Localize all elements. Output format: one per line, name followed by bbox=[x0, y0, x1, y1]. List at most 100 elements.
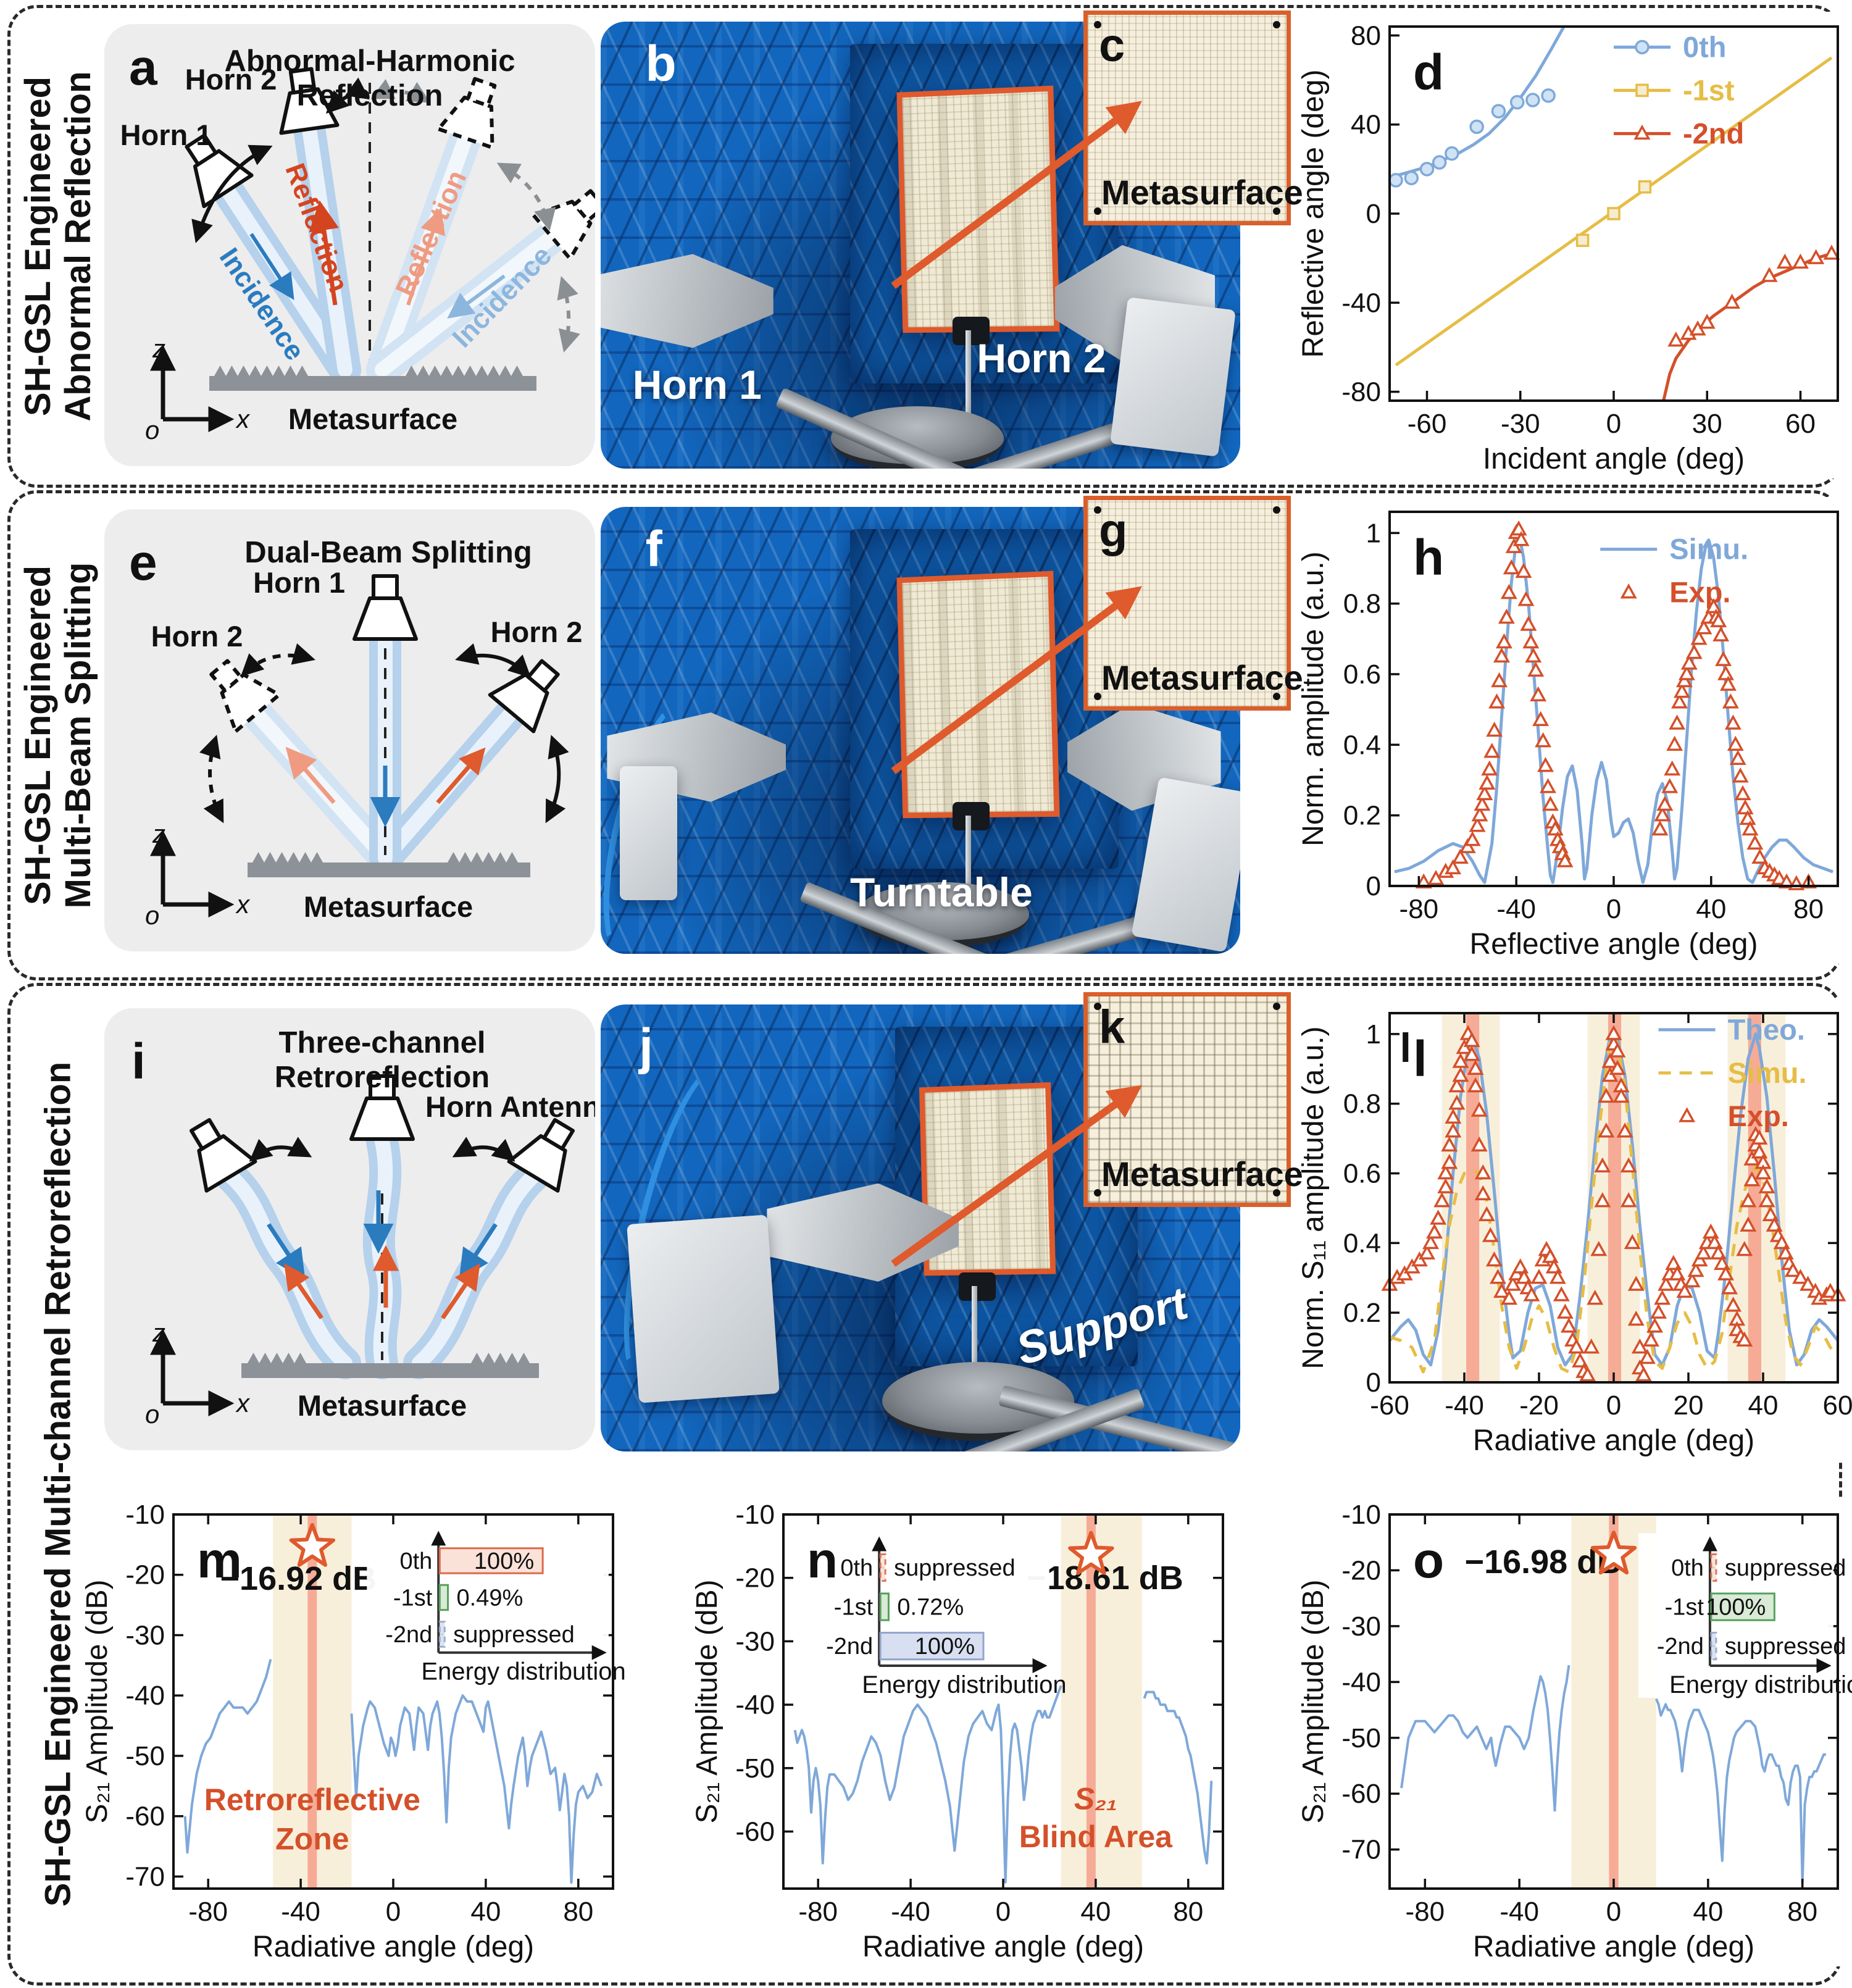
data-point-triangle-icon bbox=[1491, 672, 1508, 688]
data-point-triangle-icon bbox=[1620, 1192, 1637, 1208]
rotate-arrow-icon bbox=[249, 1137, 312, 1162]
data-point-triangle-icon bbox=[1594, 1157, 1611, 1172]
y-axis-label: Reflective angle (deg) bbox=[1297, 70, 1330, 358]
chart-canvas: -80 -40 0 40 80 0 0.2 0.4 0.6 0.8 1 Reflective angl… bbox=[1297, 511, 1839, 961]
data-point-triangle-icon bbox=[1612, 1087, 1630, 1103]
data-point-triangle-icon bbox=[1717, 665, 1734, 680]
data-point-triangle-icon bbox=[1469, 817, 1486, 832]
horn1-photo-icon bbox=[601, 254, 774, 348]
data-point-triangle-icon bbox=[1746, 834, 1764, 850]
panel-i-title: Retroreflection bbox=[275, 1061, 490, 1094]
row1-sidebar-title: SH-GSL Engineered Abnormal Reflection bbox=[18, 71, 99, 421]
data-point-triangle-icon bbox=[1430, 1209, 1447, 1225]
data-point-triangle-icon bbox=[1495, 633, 1512, 649]
axis-x-label: x bbox=[235, 404, 251, 433]
svg-text:40: 40 bbox=[1351, 110, 1381, 140]
ghost-incidence-arrow-icon bbox=[447, 274, 506, 319]
data-point-triangle-icon bbox=[1482, 1227, 1499, 1242]
corner-dot-icon bbox=[1273, 693, 1280, 700]
horn2-left-ghost-icon bbox=[209, 659, 282, 733]
svg-text:0.2: 0.2 bbox=[1343, 801, 1381, 831]
chart-canvas: -60 -40 -20 0 20 40 60 0 0.2 0.4 0.6 0.8 1 Radiative … bbox=[1297, 1012, 1852, 1457]
corner-dot-icon bbox=[1094, 21, 1101, 28]
svg-text:0: 0 bbox=[1366, 871, 1381, 901]
data-point-triangle-icon bbox=[1784, 1261, 1801, 1277]
svg-text:-60: -60 bbox=[1408, 409, 1447, 439]
data-point-triangle-icon bbox=[1680, 654, 1698, 670]
data-point-triangle-icon bbox=[1532, 711, 1550, 727]
data-point-triangle-icon bbox=[1643, 1331, 1659, 1347]
data-point-triangle-icon bbox=[1773, 1234, 1790, 1250]
svg-text:-50: -50 bbox=[1341, 1723, 1381, 1753]
data-point-triangle-icon bbox=[1579, 1366, 1596, 1382]
data-point-triangle-icon bbox=[1729, 750, 1746, 765]
data-point-triangle-icon bbox=[1520, 616, 1537, 631]
horn1-label: Horn 1 bbox=[253, 566, 345, 599]
panel-g-inset: g Metasurface bbox=[1083, 496, 1303, 711]
svg-text:-30: -30 bbox=[735, 1626, 775, 1656]
data-point-triangle-icon bbox=[1792, 253, 1809, 269]
data-point-triangle-icon bbox=[1624, 1234, 1641, 1250]
data-point-triangle-icon bbox=[1685, 644, 1703, 659]
panel-g-caption: Metasurface bbox=[1101, 658, 1303, 697]
data-point-triangle-icon bbox=[1540, 778, 1556, 793]
horn-mount-plate bbox=[620, 766, 678, 901]
data-point-triangle-icon bbox=[1683, 1272, 1701, 1288]
data-point-triangle-icon bbox=[1474, 795, 1491, 811]
data-point-triangle-icon bbox=[1433, 1192, 1451, 1208]
ghost-rotate-arrow-icon bbox=[370, 79, 431, 103]
horn2-icon bbox=[279, 67, 340, 135]
data-point-triangle-icon bbox=[1710, 612, 1727, 627]
corner-dot-icon bbox=[1273, 1003, 1280, 1010]
data-point-triangle-icon bbox=[1441, 1153, 1458, 1169]
panel-c-caption: Metasurface bbox=[1101, 173, 1303, 212]
data-point-circle-icon bbox=[1491, 104, 1506, 119]
scale-bar bbox=[1403, 1032, 1409, 1062]
data-point-triangle-icon bbox=[1717, 1265, 1734, 1280]
data-point-triangle-icon bbox=[1504, 1276, 1522, 1291]
metasurface-label: Metasurface bbox=[304, 890, 473, 923]
data-point-triangle-icon bbox=[1486, 721, 1503, 737]
energy-bar bbox=[438, 1547, 544, 1574]
data-point-triangle-icon bbox=[1510, 520, 1527, 536]
data-point-triangle-icon bbox=[1761, 267, 1778, 282]
ghost-rotate-arrow-icon bbox=[199, 735, 224, 824]
panel-k-inset: k Metasurface bbox=[1083, 992, 1303, 1207]
svg-text:30: 30 bbox=[1692, 409, 1722, 439]
rotate-arrow-icon bbox=[452, 1137, 515, 1162]
horn-antenna-label: Horn Antenna bbox=[425, 1090, 595, 1123]
data-point-triangle-icon bbox=[1678, 665, 1695, 680]
panel-j-label: j bbox=[639, 1018, 653, 1075]
horn-mount-plate bbox=[1110, 297, 1237, 457]
data-point-triangle-icon bbox=[1503, 559, 1520, 575]
inset-row-label: -2nd bbox=[826, 1634, 873, 1660]
data-point-triangle-icon bbox=[1722, 693, 1739, 709]
sample-mount bbox=[959, 1272, 996, 1301]
axis-o-label: o bbox=[145, 416, 159, 445]
row2-sidebar-title: SH-GSL Engineered Multi-Beam Splitting bbox=[18, 562, 99, 909]
data-point-triangle-icon bbox=[1498, 608, 1515, 624]
reflection-arrow-icon bbox=[309, 200, 340, 306]
panel-k-label: k bbox=[1099, 1001, 1125, 1053]
data-point-triangle-icon bbox=[1800, 1276, 1817, 1291]
data-point-triangle-icon bbox=[1665, 1255, 1682, 1270]
horn1-icon bbox=[352, 574, 418, 641]
data-point-triangle-icon bbox=[1527, 661, 1545, 677]
energy-bar bbox=[438, 1584, 449, 1611]
metasurface-bar bbox=[209, 376, 536, 391]
data-point-triangle-icon bbox=[1633, 124, 1651, 140]
highlight-stripe bbox=[1086, 1514, 1096, 1889]
svg-text:-40: -40 bbox=[1500, 1897, 1539, 1927]
data-point-triangle-icon bbox=[1736, 1241, 1753, 1256]
sidebar-line: SH-GSL Engineered Multi-channel Retroref… bbox=[38, 1061, 78, 1907]
corner-dot-icon bbox=[1094, 693, 1101, 700]
horn-antenna-icon bbox=[349, 1074, 415, 1141]
data-point-triangle-icon bbox=[1451, 848, 1469, 864]
data-point-triangle-icon bbox=[1474, 1185, 1491, 1201]
panel-e-title: Dual-Beam Splitting bbox=[244, 536, 532, 569]
horn1-photo-label: Horn 1 bbox=[632, 362, 762, 408]
chart-canvas: -80 -40 0 40 80 -70 -60 -50 -40 -30 -20 -10 Radiativ… bbox=[1297, 1500, 1852, 1963]
energy-bar bbox=[1710, 1553, 1717, 1582]
panel-i-label: i bbox=[131, 1034, 146, 1090]
horn2-right-icon bbox=[488, 659, 560, 733]
